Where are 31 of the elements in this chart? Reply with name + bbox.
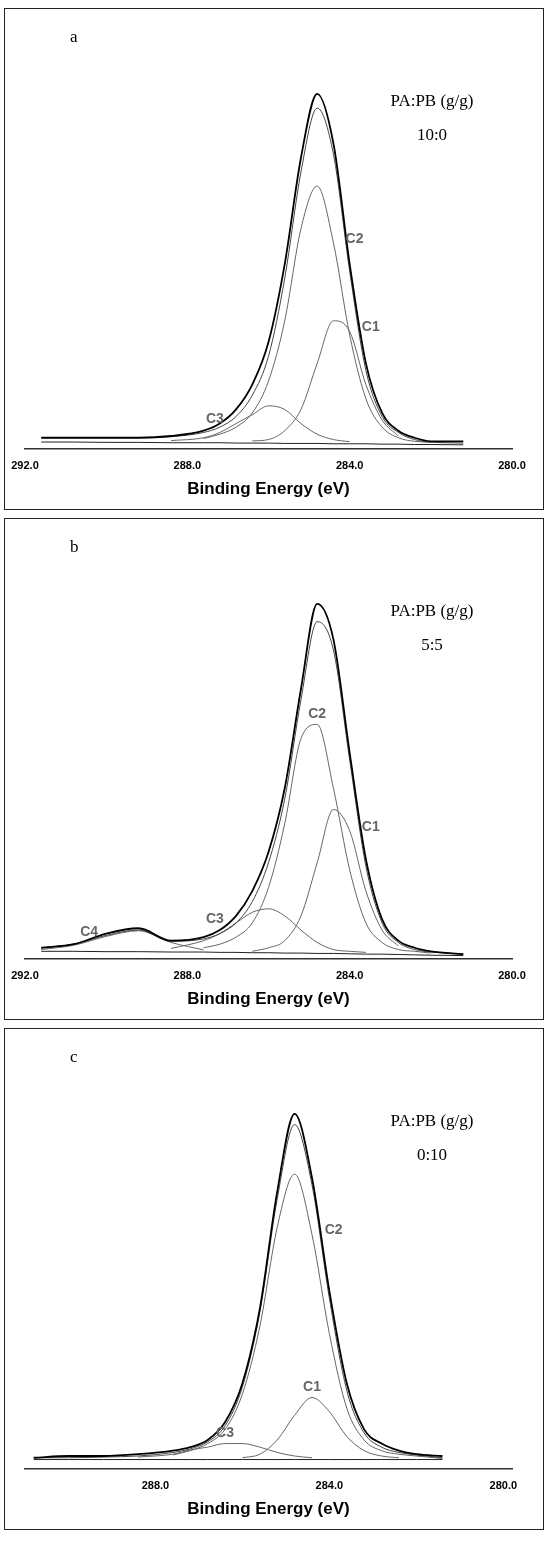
series-label: C1: [361, 817, 380, 834]
annotation: 10:0: [416, 124, 448, 144]
x-tick-label: 288.0: [141, 1479, 170, 1492]
x-tick-label: 280.0: [498, 459, 526, 472]
x-tick-label: 292.0: [11, 459, 39, 472]
x-tick-label: 292.0: [11, 969, 39, 982]
x-axis-title: Binding Energy (eV): [187, 479, 350, 499]
text: b: [70, 536, 79, 556]
x-tick-label: 288.0: [173, 969, 202, 982]
series-label: C4: [80, 923, 99, 940]
series-label: C3: [206, 909, 225, 926]
annotation: 5:5: [421, 634, 443, 654]
x-tick-label: 280.0: [489, 1479, 518, 1492]
x-tick-label: 284.0: [335, 969, 364, 982]
annotation: PA:PB (g/g): [390, 1110, 474, 1130]
series-label: C1: [361, 318, 380, 335]
annotation: PA:PB (g/g): [390, 600, 474, 620]
text: c: [70, 1046, 78, 1066]
x-axis-title: Binding Energy (eV): [187, 1499, 350, 1519]
x-tick-label: 280.0: [498, 969, 526, 982]
x-tick-label: 284.0: [335, 459, 364, 472]
text: a: [70, 26, 78, 46]
series-label: C1: [303, 1378, 322, 1395]
series-label: C3: [206, 410, 225, 427]
x-tick-label: 284.0: [315, 1479, 344, 1492]
x-tick-label: 288.0: [173, 459, 202, 472]
x-axis-title: Binding Energy (eV): [187, 989, 350, 1009]
series-label: C2: [308, 705, 327, 722]
series-label: C2: [324, 1221, 343, 1238]
annotation: 0:10: [416, 1144, 448, 1164]
annotation: PA:PB (g/g): [390, 90, 474, 110]
